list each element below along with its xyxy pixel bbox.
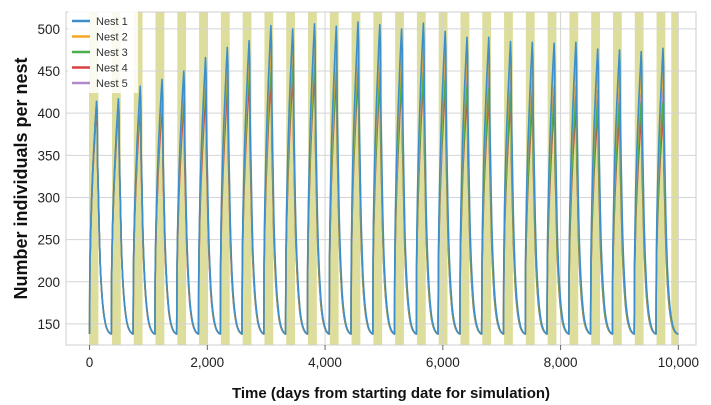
x-axis-title: Time (days from starting date for simula…: [232, 385, 550, 402]
y-tick-label: 200: [37, 275, 60, 290]
y-tick-label: 450: [37, 64, 60, 79]
shaded-band: [329, 12, 339, 345]
shaded-band: [656, 12, 666, 345]
shaded-band: [307, 12, 317, 345]
shaded-band: [482, 12, 492, 345]
legend-label: Nest 4: [96, 63, 128, 75]
shaded-band: [373, 12, 383, 345]
shaded-band: [155, 12, 165, 345]
shaded-band: [460, 12, 470, 345]
y-tick-label: 400: [37, 106, 60, 121]
x-tick-label: 8,000: [544, 355, 578, 370]
legend-label: Nest 5: [96, 78, 128, 90]
legend: Nest 1 Nest 2 Nest 3 Nest 4 Nest 5: [68, 11, 138, 93]
y-tick-label: 300: [37, 190, 60, 205]
shaded-band: [177, 12, 187, 345]
shaded-band: [569, 12, 579, 345]
shaded-band: [416, 12, 426, 345]
shaded-band: [525, 12, 535, 345]
y-axis-title: Number individuals per nest: [11, 57, 31, 299]
shaded-band: [671, 12, 679, 345]
legend-label: Nest 3: [96, 47, 128, 59]
x-tick-label: 2,000: [190, 355, 224, 370]
shaded-band: [286, 12, 296, 345]
shaded-band: [89, 12, 99, 345]
x-tick-label: 6,000: [426, 355, 460, 370]
shaded-band: [395, 12, 404, 345]
series-line-nest-1: [88, 21, 679, 336]
y-tick-label: 150: [37, 317, 60, 332]
shaded-band: [612, 12, 622, 345]
shaded-band: [242, 12, 252, 345]
legend-label: Nest 2: [96, 32, 128, 44]
y-tick-label: 500: [37, 22, 60, 37]
shaded-band: [351, 12, 361, 345]
series-lines: [88, 21, 679, 336]
shaded-band: [199, 12, 208, 345]
y-tick-label: 250: [37, 233, 60, 248]
y-axis-ticks: 150 200 250 300 350 400 450 500: [37, 22, 60, 332]
shaded-band: [264, 12, 274, 345]
shaded-band: [133, 12, 143, 345]
shaded-band: [111, 12, 121, 345]
shaded-band: [220, 12, 230, 345]
legend-label: Nest 1: [96, 16, 128, 28]
y-tick-label: 350: [37, 148, 60, 163]
shaded-band: [634, 12, 644, 345]
x-tick-label: 4,000: [308, 355, 342, 370]
shaded-band: [591, 12, 601, 345]
x-tick-label: 0: [86, 355, 94, 370]
shaded-band: [504, 12, 513, 345]
plot-frame: [65, 11, 697, 346]
shaded-band: [547, 12, 557, 345]
x-tick-label: 10,000: [658, 355, 699, 370]
x-axis-ticks: 0 2,000 4,000 6,000 8,000 10,000: [86, 345, 699, 370]
